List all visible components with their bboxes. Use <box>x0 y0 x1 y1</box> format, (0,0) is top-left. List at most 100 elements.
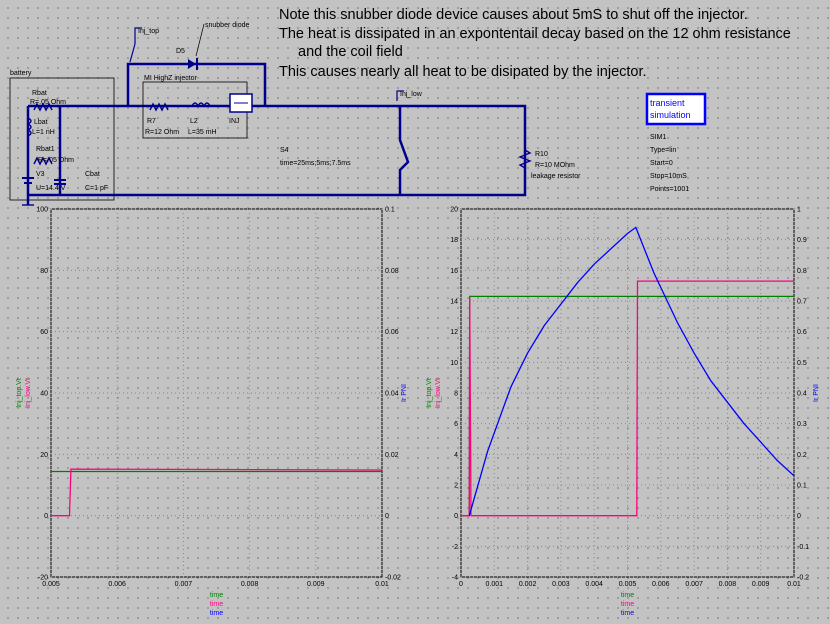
chart0-x-tick-label: 0.007 <box>175 581 193 588</box>
chart1-y-tick-label: 6 <box>454 421 458 428</box>
chart0-y-axis-label: Inj_low.Vt <box>25 378 32 408</box>
chart1-y2-tick-label: 0.3 <box>797 421 807 428</box>
chart0-y-tick-label: 40 <box>40 391 48 398</box>
r10-note: leakage resistor <box>531 173 581 180</box>
lbat-symbol[interactable] <box>26 117 32 137</box>
v3-name: V3 <box>36 171 45 178</box>
chart1-y2-tick-label: 0.7 <box>797 299 807 306</box>
chart1-x-tick-label: 0.006 <box>652 581 670 588</box>
r10-name: R10 <box>535 151 548 158</box>
chart1-y-tick-label: 10 <box>450 360 458 367</box>
sim-param-4: Points=1001 <box>650 186 689 193</box>
chart0-y2-tick-label: -0.02 <box>385 575 401 582</box>
chart1-x-tick-label: 0.003 <box>552 581 570 588</box>
chart1-x-tick-label: 0.01 <box>787 581 801 588</box>
chart1-y-tick-label: 16 <box>450 268 458 275</box>
sim-box-line1: transient <box>650 98 685 108</box>
d5-label: D5 <box>176 48 185 55</box>
r7-symbol[interactable] <box>149 102 169 112</box>
chart1-y-axis-label: Inj_low.Vt <box>435 378 442 408</box>
chart1-y2-tick-label: 0.9 <box>797 237 807 244</box>
s4-value: time=25ms;5ms;7.5ms <box>280 160 351 167</box>
lbat-value: L=1 nH <box>32 129 55 136</box>
chart0-y2-tick-label: 0.04 <box>385 391 399 398</box>
chart1-y-tick-label: 18 <box>450 237 458 244</box>
rbat-symbol[interactable] <box>33 102 53 112</box>
chart0-y-tick-label: 0 <box>44 513 48 520</box>
battery-group-frame[interactable] <box>9 77 115 201</box>
chart0-y-tick-label: -20 <box>38 575 48 582</box>
chart0-y-tick-label: 20 <box>40 452 48 459</box>
chart1-y-tick-label: 4 <box>454 452 458 459</box>
chart1-x-tick-label: 0.007 <box>685 581 703 588</box>
chart1-x-tick-label: 0.002 <box>519 581 537 588</box>
sim-param-1: Type=lin <box>650 147 676 154</box>
chart0-x-tick-label: 0.01 <box>375 581 389 588</box>
chart1-x-tick-label: 0.001 <box>486 581 504 588</box>
chart0-x-tick-label: 0.009 <box>307 581 325 588</box>
chart1-y2-tick-label: 0.5 <box>797 360 807 367</box>
l2-name: L2 <box>190 118 198 125</box>
chart0-x-tick-label: 0.008 <box>241 581 259 588</box>
chart0-y-tick-label: 100 <box>36 207 48 214</box>
injector-title: MI HighZ injector <box>144 75 198 82</box>
inj-label: INJ <box>229 118 240 125</box>
note-line-4: This causes nearly all heat to be disipa… <box>279 64 647 80</box>
cbat-name: Cbat <box>85 171 100 178</box>
chart1-y2-tick-label: 0.4 <box>797 391 807 398</box>
sim-param-3: Stop=10mS <box>650 173 687 180</box>
right-chart[interactable]: 0 0.001 0.002 0.003 0.004 0.005 0.006 0.007 0.00… <box>418 200 830 624</box>
note-line-2: The heat is dissipated in an expontentai… <box>279 26 791 42</box>
sim-box-line2: simulation <box>650 110 691 120</box>
chart0-y2-tick-label: 0.1 <box>385 207 395 214</box>
main-loop-wire <box>28 104 527 197</box>
chart1-x-axis-label: time <box>621 601 634 608</box>
chart1-y2-tick-label: -0.1 <box>797 544 809 551</box>
snubber-pointer <box>195 23 205 57</box>
l2-value: L=35 mH <box>188 129 217 136</box>
chart1-x-tick-label: 0.008 <box>719 581 737 588</box>
chart0-series-inj-low-vt <box>51 468 383 517</box>
v3-value: U=14.4 V <box>36 185 66 192</box>
rbat1-value: R=.05 Ohm <box>38 157 74 164</box>
chart1-x-tick-label: 0.004 <box>585 581 603 588</box>
lbat-name: Lbat <box>34 119 48 126</box>
switch-wire <box>398 106 410 195</box>
rbat1-symbol[interactable] <box>33 156 53 166</box>
left-chart[interactable]: 0.005 0.006 0.007 0.008 0.009 0.01 -20 0 20 40 60 8… <box>0 200 410 624</box>
chart1-x-axis-label: time <box>621 592 634 599</box>
chart1-y-tick-label: 14 <box>450 299 458 306</box>
inj-low-label: Inj_low <box>400 91 423 98</box>
d5-diode[interactable] <box>188 58 198 70</box>
chart0-plot-frame <box>50 208 383 578</box>
chart0-x-axis-label: time <box>210 592 223 599</box>
chart1-x-tick-label: 0 <box>459 581 463 588</box>
chart0-y-tick-label: 80 <box>40 268 48 275</box>
inj-top-label: Inj_top <box>138 28 159 35</box>
chart1-y-tick-label: 12 <box>450 329 458 336</box>
r10-symbol[interactable] <box>518 149 532 169</box>
chart0-x-tick-label: 0.005 <box>42 581 60 588</box>
cbat-value: C=1 pF <box>85 185 108 192</box>
snubber-label: snubber diode <box>205 22 249 29</box>
l2-symbol[interactable] <box>191 102 211 108</box>
chart1-x-tick-label: 0.009 <box>752 581 770 588</box>
sim-param-2: Start=0 <box>650 160 673 167</box>
chart1-y-tick-label: 8 <box>454 391 458 398</box>
chart1-y2-tick-label: 0.1 <box>797 483 807 490</box>
chart0-y2-tick-label: 0.06 <box>385 329 399 336</box>
note-line-3: and the coil field <box>298 44 403 60</box>
sim-box[interactable] <box>645 92 707 126</box>
rbat-name: Rbat <box>32 90 47 97</box>
chart0-x-axis-label: time <box>210 610 223 617</box>
sim-param-0: SIM1 <box>650 134 666 141</box>
rbat1-name: Rbat1 <box>36 146 55 153</box>
chart0-y2-tick-label: 0 <box>385 513 389 520</box>
chart0-y2-axis-label: Ir PNI <box>401 384 408 402</box>
chart1-y-tick-label: 0 <box>454 513 458 520</box>
chart0-y2-tick-label: 0.02 <box>385 452 399 459</box>
inj-top-tag <box>134 27 142 44</box>
chart1-y2-tick-label: 0.2 <box>797 452 807 459</box>
chart1-y-axis-label: Inj_top.Vt <box>426 378 433 408</box>
